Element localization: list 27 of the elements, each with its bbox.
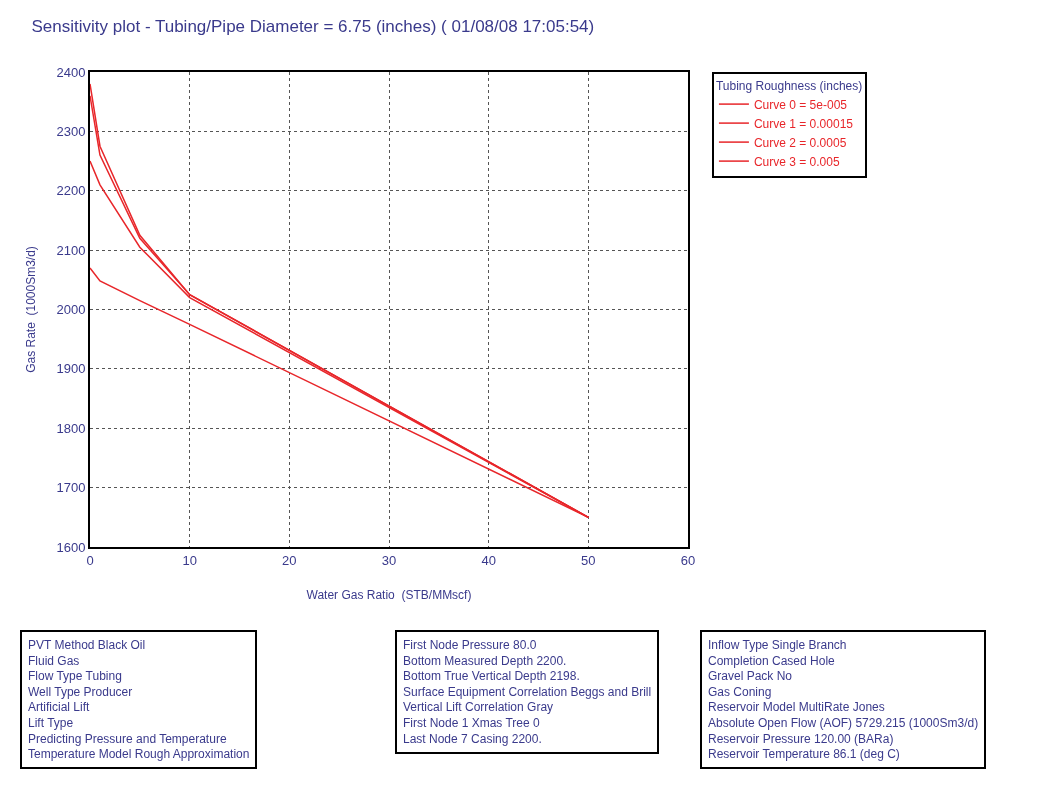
x-axis-title: Water Gas Ratio (STB/MMscf) bbox=[306, 588, 472, 602]
x-tick-label: 30 bbox=[381, 552, 397, 568]
x-tick-label: 0 bbox=[86, 552, 94, 568]
x-tick-label: 50 bbox=[581, 552, 596, 568]
text: First Node Pressure 80.0 Bottom Measured Depth 2200. Bottom True Vertical Depth 2198. Surface Equipment Correlation Beggs and Brill Vertical Lift Correlation Gray First Node 1 Xmas Tree 0 Last Node 7 Casing 2200. bbox=[403, 638, 652, 746]
y-tick-label: 2400 bbox=[56, 64, 86, 80]
y-tick-label: 2300 bbox=[56, 123, 86, 139]
legend-title: Tubing Roughness (inches) bbox=[715, 78, 863, 93]
x-tick-label: 40 bbox=[481, 552, 496, 568]
y-tick-label: 1800 bbox=[56, 420, 86, 436]
text: Inflow Type Single Branch Completion Cased Hole Gravel Pack No Gas Coning Reservoir Model MultiRate Jones Absolute Open Flow (AOF) 5729.215 (1000Sm3/d) Reservoir Pressure 120.00 (BARa) Reservoir Temperature 86.1 (deg C) bbox=[708, 638, 979, 762]
x-tick-label: 60 bbox=[680, 552, 696, 568]
legend-label: Curve 1 = 0.00015 bbox=[753, 116, 854, 131]
legend-label: Curve 2 = 0.0005 bbox=[753, 135, 847, 150]
y-tick-label: 1900 bbox=[56, 361, 86, 377]
legend-label: Curve 3 = 0.005 bbox=[753, 154, 840, 169]
x-tick-label: 10 bbox=[182, 552, 197, 568]
y-axis-title: Gas Rate (1000Sm3/d) bbox=[24, 246, 39, 373]
y-tick-label: 2100 bbox=[56, 242, 86, 258]
y-tick-label: 1700 bbox=[56, 480, 86, 496]
legend-label: Curve 0 = 5e-005 bbox=[753, 97, 848, 112]
y-tick-label: 1600 bbox=[56, 539, 86, 555]
y-tick-label: 2200 bbox=[56, 183, 86, 199]
text: PVT Method Black Oil Fluid Gas Flow Type Tubing Well Type Producer Artificial Lift Lift Type Predicting Pressure and Temperature Temperature Model Rough Approximation bbox=[28, 638, 250, 762]
y-tick-label: 2000 bbox=[56, 302, 86, 318]
chart-title: Sensitivity plot - Tubing/Pipe Diameter = 6.75 (inches) ( 01/08/08 17:05:54) bbox=[31, 16, 595, 36]
x-tick-label: 20 bbox=[282, 552, 297, 568]
